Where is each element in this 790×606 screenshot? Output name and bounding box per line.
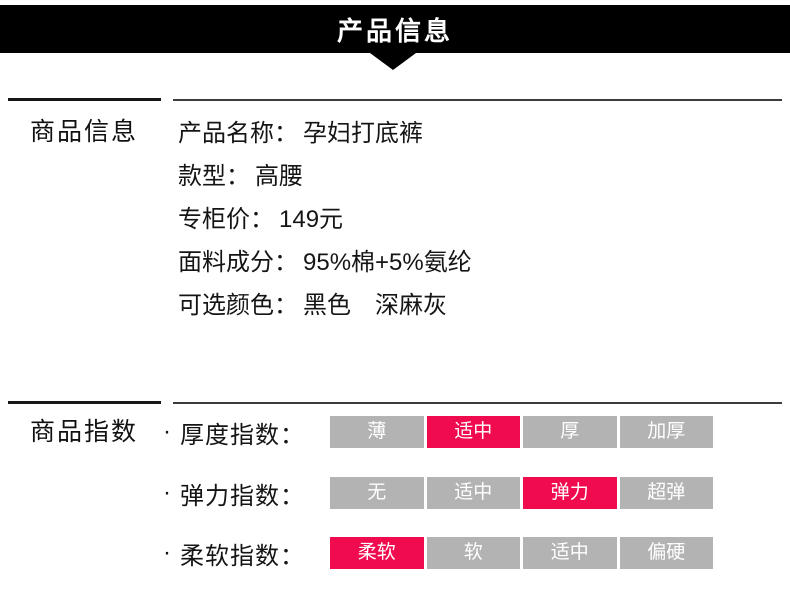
product-info-section-label: 商品信息 [30,118,139,146]
info-value: 95%棉+5%氨纶 [303,249,472,276]
option-chip[interactable]: 适中 [426,477,520,509]
section-banner: 产品信息 [0,5,790,53]
index-row-softness: · 柔软指数： 柔软 软 适中 偏硬 [163,537,713,570]
divider-left-segment [8,98,161,101]
info-label: 款型： [178,163,250,190]
option-chip[interactable]: 厚 [523,416,617,448]
info-label: 可选颜色： [178,292,298,319]
option-chip[interactable]: 适中 [426,416,520,448]
option-chip-group: 无 适中 弹力 超弹 [330,477,713,509]
product-index-section-label: 商品指数 [30,418,139,446]
option-chip[interactable]: 软 [426,537,520,569]
product-info-list: 产品名称： 孕妇打底裤 款型： 高腰 专柜价： 149元 面料成分： 95%棉+5%氨纶… [178,112,472,327]
option-chip[interactable]: 适中 [523,537,617,569]
info-label: 专柜价： [178,206,274,233]
option-chip-group: 柔软 软 适中 偏硬 [330,537,713,569]
arrow-down-icon [370,53,416,70]
info-value: 黑色 深麻灰 [303,292,447,319]
info-row-style: 款型： 高腰 [178,155,472,198]
index-label: 柔软指数： [180,542,305,570]
option-chip-group: 薄 适中 厚 加厚 [330,416,713,448]
divider-right-segment [173,402,782,404]
info-label: 面料成分： [178,249,298,276]
option-chip[interactable]: 柔软 [330,537,424,569]
option-chip[interactable]: 薄 [330,416,424,448]
divider-left-segment [8,401,161,404]
info-label: 产品名称： [178,120,298,147]
option-chip[interactable]: 加厚 [619,416,713,448]
info-value: 高腰 [255,163,303,190]
info-value: 孕妇打底裤 [303,120,423,147]
info-row-colors: 可选颜色： 黑色 深麻灰 [178,284,472,327]
option-chip[interactable]: 无 [330,477,424,509]
section-divider [0,401,790,405]
option-chip[interactable]: 偏硬 [619,537,713,569]
bullet-icon: · [163,539,171,566]
section-divider [0,98,790,102]
option-chip[interactable]: 超弹 [619,477,713,509]
index-row-elasticity: · 弹力指数： 无 适中 弹力 超弹 [163,477,713,510]
info-row-counter-price: 专柜价： 149元 [178,198,472,241]
bullet-icon: · [163,418,171,445]
option-chip[interactable]: 弹力 [523,477,617,509]
info-row-product-name: 产品名称： 孕妇打底裤 [178,112,472,155]
info-value: 149元 [279,206,344,233]
index-label: 厚度指数： [180,421,305,449]
banner-title: 产品信息 [336,15,453,46]
info-row-fabric: 面料成分： 95%棉+5%氨纶 [178,241,472,284]
bullet-icon: · [163,479,171,506]
divider-right-segment [173,99,782,101]
index-label: 弹力指数： [180,482,305,510]
index-row-thickness: · 厚度指数： 薄 适中 厚 加厚 [163,416,713,449]
